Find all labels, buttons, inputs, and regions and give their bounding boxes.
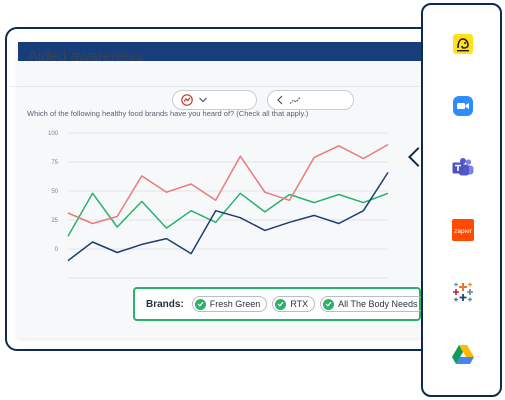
teams-icon [452, 158, 474, 176]
zapier-wordmark: zapier [454, 228, 473, 235]
google-drive-icon [452, 345, 474, 364]
check-icon [275, 298, 287, 310]
y-tick-label: 50 [51, 189, 58, 195]
app-zoom[interactable] [438, 81, 488, 131]
y-tick-label: 100 [48, 131, 59, 137]
chart-type-selector[interactable] [172, 90, 257, 110]
metric-title: Aided awareness [28, 48, 144, 65]
app-mailchimp[interactable] [438, 19, 488, 69]
chevron-down-icon [199, 97, 207, 103]
legend-label: Brands: [146, 298, 184, 310]
survey-question: Which of the following healthy food bran… [27, 109, 309, 118]
mailchimp-icon [453, 34, 473, 54]
app-zapier[interactable]: zapier [438, 205, 488, 255]
integrations-dock: zapier [421, 3, 502, 397]
legend-chip-label: All The Body Needs [338, 299, 418, 309]
y-tick-label: 75 [51, 160, 58, 166]
legend-chip-fresh-green[interactable]: Fresh Green [191, 296, 268, 312]
trend-icon [289, 96, 301, 104]
section-divider [10, 86, 420, 87]
series-line-all-the-body-needs [67, 171, 389, 262]
report-top-bar [18, 42, 438, 61]
chart-type-icon [181, 94, 193, 106]
zoom-icon [453, 96, 473, 116]
app-google-drive[interactable] [438, 329, 488, 379]
y-tick-label: 25 [51, 218, 58, 224]
app-microsoft-teams[interactable] [438, 143, 488, 193]
brands-legend: Brands: Fresh Green RTX All The Body Nee… [133, 287, 425, 321]
y-tick-label: 0 [55, 247, 59, 253]
series-line-fresh-green [67, 192, 389, 237]
series-line-rtx [67, 143, 389, 225]
check-icon [194, 298, 206, 310]
legend-chip-label: Fresh Green [209, 299, 261, 309]
legend-chip-all-the-body-needs[interactable]: All The Body Needs [320, 296, 425, 312]
compare-selector[interactable] [267, 90, 354, 110]
back-chevron-icon[interactable] [276, 95, 284, 105]
check-icon [323, 298, 335, 310]
legend-chip-rtx[interactable]: RTX [272, 296, 316, 312]
legend-chip-label: RTX [290, 299, 309, 309]
line-chart: 100 75 50 25 0 [48, 131, 389, 279]
app-tableau[interactable] [438, 267, 488, 317]
zapier-icon: zapier [452, 219, 474, 241]
tableau-icon [453, 282, 473, 302]
